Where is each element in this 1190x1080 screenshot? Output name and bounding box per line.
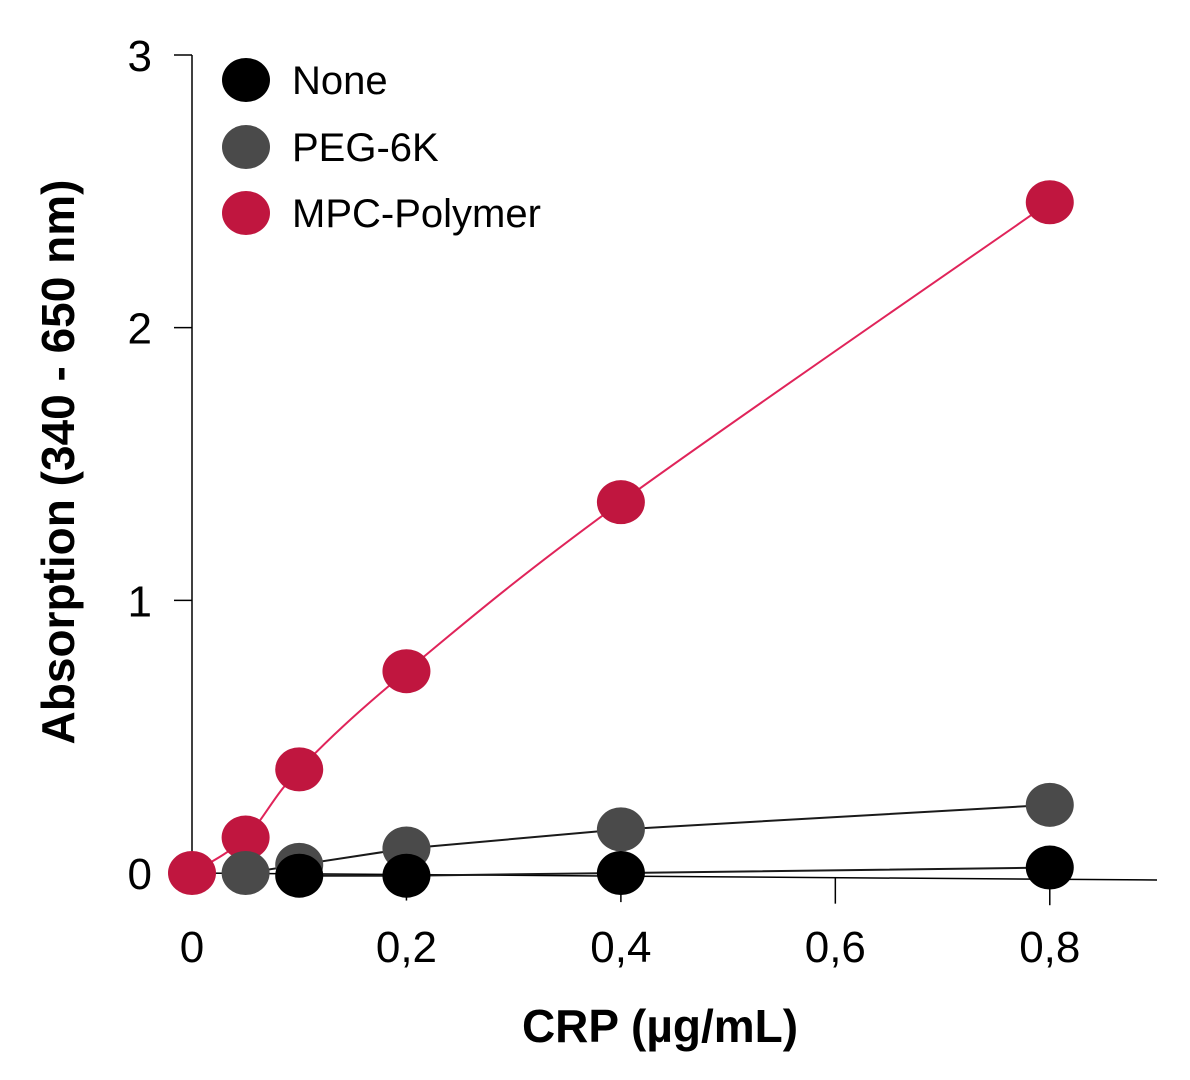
legend-marker bbox=[222, 191, 270, 235]
x-axis-title: CRP (µg/mL) bbox=[522, 1000, 798, 1052]
x-tick-label: 0,2 bbox=[376, 923, 437, 972]
data-point-none bbox=[1025, 845, 1074, 890]
y-axis-title: Absorption (340 - 650 nm) bbox=[32, 180, 84, 745]
data-point-mpc-polymer bbox=[382, 649, 431, 694]
data-point-peg-6k bbox=[596, 807, 645, 852]
data-point-mpc-polymer bbox=[275, 747, 324, 792]
x-tick-label: 0,6 bbox=[805, 923, 866, 972]
legend: None PEG-6K MPC-Polymer bbox=[222, 58, 541, 236]
data-point-mpc-polymer bbox=[1025, 180, 1074, 225]
series-line-peg-6k bbox=[245, 803, 1050, 874]
x-axis-line bbox=[191, 872, 1158, 881]
data-point-mpc-polymer bbox=[596, 480, 645, 525]
x-tick-label: 0,8 bbox=[1019, 923, 1080, 972]
x-tick-label: 0,4 bbox=[590, 923, 651, 972]
data-point-peg-6k bbox=[221, 851, 270, 895]
data-point-mpc-polymer bbox=[221, 815, 270, 860]
data-point-none bbox=[596, 851, 645, 895]
data-point-peg-6k bbox=[1025, 782, 1074, 827]
legend-marker bbox=[222, 125, 270, 169]
legend-marker bbox=[222, 58, 270, 102]
y-tick-label: 3 bbox=[128, 32, 152, 81]
data-point-mpc-polymer bbox=[168, 851, 216, 895]
axes: 0 1 2 3 0 0,2 0,4 0,6 0,8 bbox=[128, 32, 1158, 972]
y-tick-label: 0 bbox=[128, 850, 152, 899]
series-line-none bbox=[299, 866, 1050, 877]
data-point-none bbox=[382, 853, 431, 898]
legend-label: PEG-6K bbox=[292, 126, 439, 170]
legend-label: None bbox=[292, 59, 388, 103]
legend-label: MPC-Polymer bbox=[292, 192, 541, 236]
y-tick-label: 1 bbox=[128, 577, 152, 626]
data-point-none bbox=[275, 853, 324, 898]
y-tick-label: 2 bbox=[128, 305, 152, 354]
series-points bbox=[168, 180, 1074, 898]
x-tick-label: 0 bbox=[180, 923, 204, 972]
